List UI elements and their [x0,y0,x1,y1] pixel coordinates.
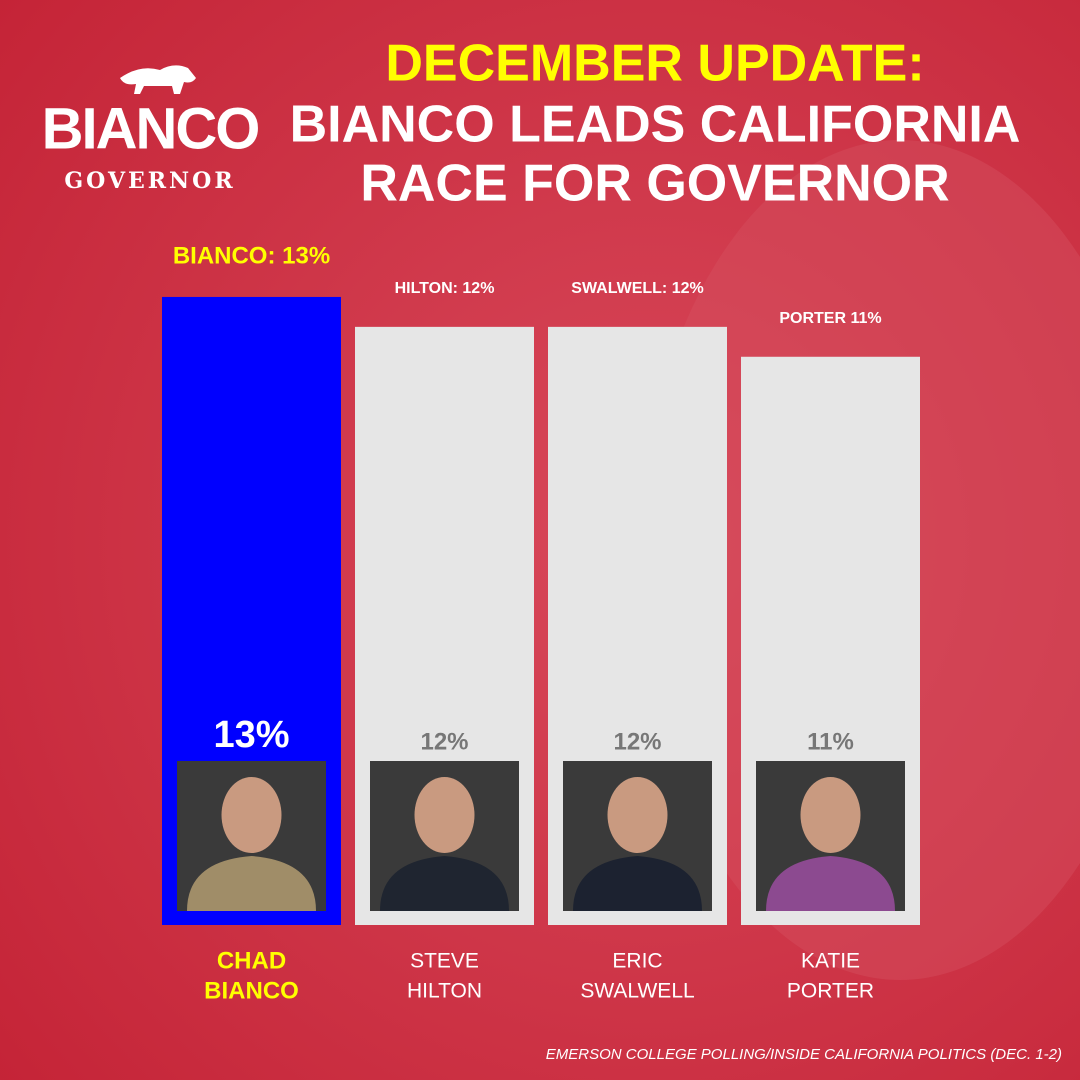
bar-annotation: PORTER 11% [779,310,881,327]
logo-bear [120,65,196,94]
candidate-photo [756,761,905,911]
x-tick-label: PORTER [787,980,874,1003]
x-tick-label: CHAD [217,947,286,974]
photo-head [607,777,668,853]
photo-body [766,856,895,911]
logo-text: BIANCO [42,96,259,161]
value-label: 13% [213,714,289,756]
value-label: 12% [420,728,468,755]
source: EMERSON COLLEGE POLLING/INSIDE CALIFORNI… [546,1046,1062,1063]
x-tick-label: BIANCO [204,977,299,1004]
value-label: 12% [613,728,661,755]
x-tick-label: HILTON [407,980,482,1003]
photo-body [573,856,702,911]
photo-head [221,777,282,853]
x-tick-label: STEVE [410,950,479,973]
bar-annotation: BIANCO: 13% [173,242,330,269]
chart-subtitle: BIANCO LEADS CALIFORNIA [290,96,1021,154]
x-tick-label: ERIC [612,950,662,973]
photo-head [414,777,475,853]
candidate-photo [177,761,326,911]
photo-body [380,856,509,911]
x-tick-label: SWALWELL [580,980,694,1003]
bar-annotation: HILTON: 12% [395,280,495,297]
chart-subtitle: RACE FOR GOVERNOR [360,155,949,213]
photo-body [187,856,316,911]
value-label: 11% [807,728,854,755]
bar-annotation: SWALWELL: 12% [571,280,703,297]
x-tick-label: KATIE [801,950,860,973]
candidate-photo [370,761,519,911]
chart-title: DECEMBER UPDATE: [385,35,924,93]
photo-head [800,777,861,853]
logo-subtitle: GOVERNOR [64,168,235,194]
candidate-photo [563,761,712,911]
